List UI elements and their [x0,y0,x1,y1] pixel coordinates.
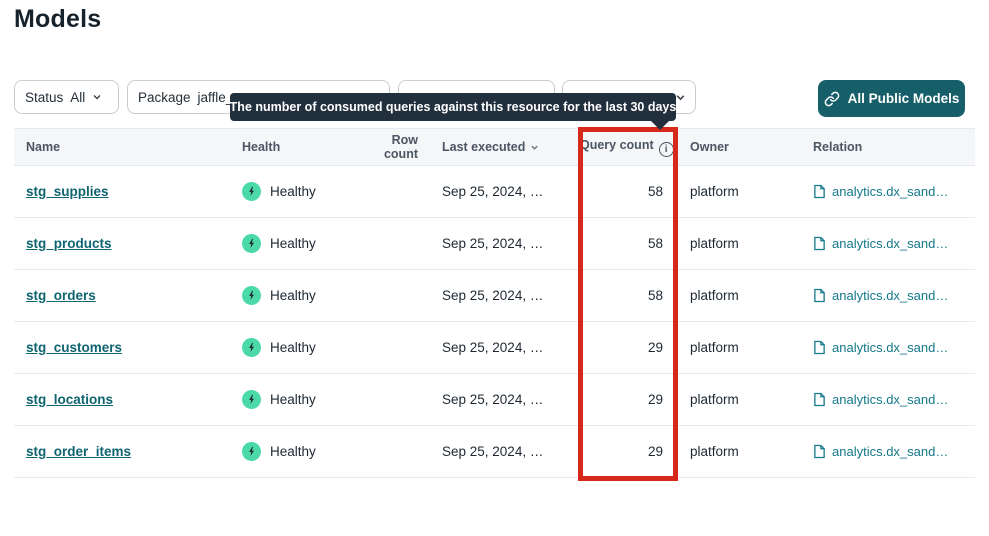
owner-cell: platform [690,392,739,407]
last-executed-cell: Sep 25, 2024, … [442,184,544,199]
last-executed-cell: Sep 25, 2024, … [442,444,544,459]
document-icon [813,184,826,199]
column-header-owner: Owner [690,140,729,154]
health-status-icon [242,338,261,357]
health-status-text: Healthy [270,288,316,303]
health-status-text: Healthy [270,340,316,355]
relation-link[interactable]: analytics.dx_sand… [832,236,949,251]
table-row: stg_order_items Healthy Sep 25, 2024, … … [14,426,975,478]
document-icon [813,288,826,303]
health-status-icon [242,234,261,253]
status-filter-dropdown[interactable]: Status All [14,80,119,114]
relation-link[interactable]: analytics.dx_sand… [832,444,949,459]
model-name-link[interactable]: stg_customers [26,340,123,355]
model-name-link[interactable]: stg_supplies [26,184,109,199]
chevron-down-icon [92,92,102,102]
health-cell: Healthy [230,182,345,201]
link-icon [824,91,840,107]
all-public-models-button[interactable]: All Public Models [818,80,965,117]
query-count-cell: 58 [647,184,663,199]
owner-cell: platform [690,340,739,355]
column-header-health: Health [242,140,281,154]
query-count-cell: 29 [647,340,663,355]
tooltip-text: The number of consumed queries against t… [229,100,677,114]
last-executed-label: Last executed [442,140,526,154]
model-name-link[interactable]: stg_products [26,236,112,251]
all-public-models-label: All Public Models [847,91,960,106]
column-header-relation: Relation [813,140,863,154]
table-header-row: Name Health Row count Last executed Quer… [14,129,975,166]
table-row: stg_orders Healthy Sep 25, 2024, … 58 pl… [14,270,975,322]
health-status-icon [242,442,261,461]
health-status-text: Healthy [270,392,316,407]
info-icon[interactable]: i [658,141,674,157]
relation-link[interactable]: analytics.dx_sand… [832,340,949,355]
health-cell: Healthy [230,234,345,253]
query-count-cell: 29 [647,392,663,407]
model-name-link[interactable]: stg_locations [26,392,114,407]
health-status-text: Healthy [270,236,316,251]
column-header-row-count: Row count [383,133,418,161]
last-executed-cell: Sep 25, 2024, … [442,288,544,303]
tooltip-arrow [650,120,670,130]
table-body: stg_supplies Healthy Sep 25, 2024, … 58 … [14,166,975,478]
sort-chevron-down-icon [530,143,539,152]
table-row: stg_supplies Healthy Sep 25, 2024, … 58 … [14,166,975,218]
table-row: stg_customers Healthy Sep 25, 2024, … 29… [14,322,975,374]
relation-link[interactable]: analytics.dx_sand… [832,288,949,303]
status-filter-value: All [70,89,86,105]
owner-cell: platform [690,288,739,303]
column-header-name: Name [26,140,61,154]
health-status-icon [242,286,261,305]
page-title: Models [14,5,102,33]
health-status-text: Healthy [270,444,316,459]
column-header-query-count: Query count i [580,138,678,157]
table-row: stg_locations Healthy Sep 25, 2024, … 29… [14,374,975,426]
model-name-link[interactable]: stg_orders [26,288,96,303]
health-cell: Healthy [230,286,345,305]
query-count-label: Query count [580,137,654,152]
query-count-cell: 29 [647,444,663,459]
last-executed-cell: Sep 25, 2024, … [442,236,544,251]
owner-cell: platform [690,444,739,459]
models-table: Name Health Row count Last executed Quer… [14,128,975,478]
query-count-cell: 58 [647,236,663,251]
document-icon [813,392,826,407]
package-filter-label: Package [138,89,191,105]
chevron-down-icon [675,92,685,102]
relation-link[interactable]: analytics.dx_sand… [832,184,949,199]
health-cell: Healthy [230,390,345,409]
health-status-icon [242,390,261,409]
query-count-tooltip: The number of consumed queries against t… [229,93,677,130]
last-executed-cell: Sep 25, 2024, … [442,392,544,407]
last-executed-cell: Sep 25, 2024, … [442,340,544,355]
document-icon [813,340,826,355]
health-status-text: Healthy [270,184,316,199]
table-row: stg_products Healthy Sep 25, 2024, … 58 … [14,218,975,270]
package-filter-value: jaffle_ [197,89,234,105]
document-icon [813,444,826,459]
status-filter-label: Status [25,89,64,105]
health-cell: Healthy [230,338,345,357]
owner-cell: platform [690,236,739,251]
query-count-cell: 58 [647,288,663,303]
relation-link[interactable]: analytics.dx_sand… [832,392,949,407]
health-cell: Healthy [230,442,345,461]
owner-cell: platform [690,184,739,199]
health-status-icon [242,182,261,201]
document-icon [813,236,826,251]
model-name-link[interactable]: stg_order_items [26,444,132,459]
column-header-last-executed[interactable]: Last executed [420,140,580,154]
